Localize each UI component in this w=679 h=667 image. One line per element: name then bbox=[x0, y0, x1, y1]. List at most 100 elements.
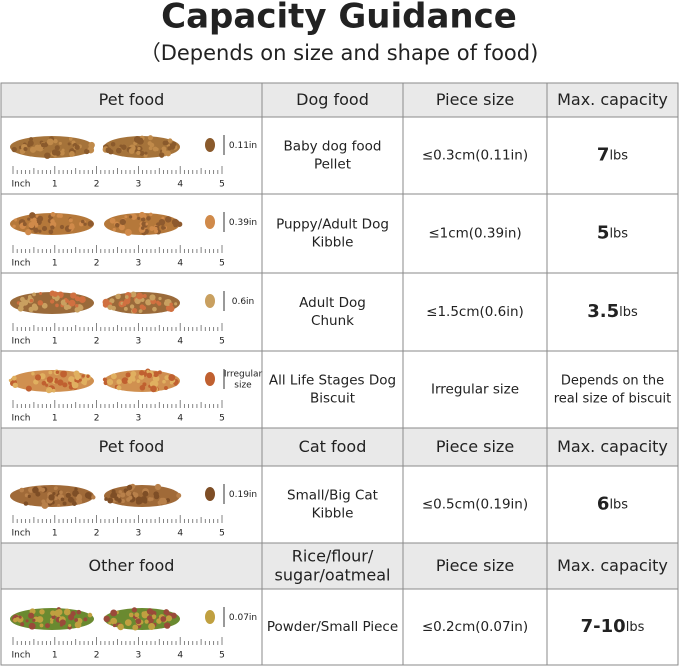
ruler-label: Inch bbox=[11, 414, 30, 424]
food-piece bbox=[50, 211, 56, 217]
food-piece bbox=[50, 219, 55, 224]
size-label-line: Irregular bbox=[224, 369, 263, 379]
food-piece bbox=[168, 374, 176, 381]
food-sample bbox=[205, 215, 215, 229]
size-label: Irregular size bbox=[224, 369, 263, 390]
food-piece bbox=[165, 623, 171, 629]
food-piece bbox=[59, 490, 63, 495]
food-piece bbox=[25, 385, 32, 392]
food-piece bbox=[18, 615, 22, 619]
ruler-label: 3 bbox=[136, 337, 142, 347]
food-piece bbox=[14, 218, 18, 222]
row bbox=[0, 465, 679, 544]
food-name: Adult Dog Chunk bbox=[299, 295, 366, 329]
food-piece bbox=[74, 618, 79, 622]
capacity-unit: lbs bbox=[619, 305, 638, 320]
food-piece bbox=[25, 619, 29, 623]
ruler-label: 1 bbox=[52, 414, 58, 424]
food-piece bbox=[167, 305, 175, 312]
food-piece bbox=[32, 305, 39, 311]
food-piece bbox=[62, 382, 68, 388]
food-piece bbox=[170, 612, 177, 619]
food-piece bbox=[124, 228, 132, 236]
column-header: Piece size bbox=[436, 437, 514, 456]
food-piece bbox=[147, 497, 153, 502]
food-piece bbox=[55, 370, 60, 375]
column-header-line: Dog food bbox=[296, 90, 369, 109]
food-piece bbox=[136, 379, 141, 383]
row bbox=[0, 272, 679, 352]
food-piece bbox=[140, 217, 146, 222]
food-piece bbox=[112, 227, 116, 232]
food-piece bbox=[146, 615, 153, 621]
food-piece bbox=[69, 151, 75, 157]
ruler-label: 5 bbox=[219, 259, 225, 269]
capacity-amount: 7 bbox=[597, 145, 610, 166]
food-piece bbox=[36, 616, 44, 623]
food-name: Small/Big Cat Kibble bbox=[287, 488, 378, 522]
ruler-label: 1 bbox=[52, 180, 58, 190]
row bbox=[0, 588, 679, 666]
food-name: All Life Stages Dog Biscuit bbox=[269, 373, 396, 407]
ruler-label: 3 bbox=[136, 651, 142, 661]
food-piece bbox=[39, 609, 45, 615]
food-piece bbox=[149, 142, 155, 148]
food-name-line: Powder/Small Piece bbox=[267, 619, 398, 635]
ruler-label: 2 bbox=[94, 180, 100, 190]
food-piece bbox=[32, 618, 36, 622]
food-piece bbox=[55, 608, 63, 616]
food-piece bbox=[68, 218, 73, 223]
food-name-line: Small/Big Cat bbox=[287, 488, 378, 504]
food-piece bbox=[41, 502, 49, 509]
food-piece bbox=[41, 226, 48, 232]
food-piece bbox=[79, 305, 84, 310]
food-piece bbox=[171, 141, 177, 147]
capacity-amount: 6 bbox=[597, 494, 610, 515]
food-name: Baby dog food Pellet bbox=[284, 139, 382, 173]
food-piece bbox=[74, 306, 81, 313]
ruler-label: 1 bbox=[52, 259, 58, 269]
food-piece bbox=[39, 291, 43, 295]
food-piece bbox=[41, 499, 46, 504]
food-piece bbox=[37, 215, 44, 222]
food-piece bbox=[78, 296, 86, 304]
food-piece bbox=[162, 226, 166, 230]
food-name-line: Puppy/Adult Dog bbox=[276, 217, 389, 233]
food-piece bbox=[88, 492, 92, 496]
food-piece bbox=[23, 146, 28, 152]
food-piece bbox=[103, 615, 110, 623]
ruler-label: 4 bbox=[177, 180, 183, 190]
food-piece bbox=[142, 294, 147, 298]
food-piece bbox=[151, 614, 157, 620]
food-piece bbox=[70, 292, 77, 299]
food-piece bbox=[144, 222, 149, 226]
food-piece bbox=[23, 501, 29, 506]
food-piece bbox=[46, 376, 54, 383]
capacity-note-line: Depends on the bbox=[561, 373, 664, 388]
food-piece bbox=[71, 498, 75, 502]
food-piece bbox=[27, 494, 31, 499]
food-piece bbox=[155, 147, 159, 152]
size-label: 0.6in bbox=[232, 297, 255, 307]
food-piece bbox=[40, 487, 46, 493]
food-piece bbox=[32, 217, 37, 222]
food-piece bbox=[126, 497, 131, 502]
food-piece bbox=[27, 217, 31, 221]
food-sample bbox=[205, 372, 215, 386]
capacity: 6lbs bbox=[597, 494, 628, 515]
food-piece bbox=[157, 370, 162, 375]
food-piece bbox=[126, 484, 133, 491]
piece-size: ≤0.3cm(0.11in) bbox=[422, 148, 528, 164]
food-piece bbox=[68, 381, 72, 385]
food-piece bbox=[68, 376, 75, 383]
food-piece bbox=[139, 150, 145, 156]
food-piece bbox=[156, 618, 162, 624]
food-piece bbox=[67, 142, 71, 146]
column-header: Cat food bbox=[299, 437, 367, 456]
food-piece bbox=[138, 309, 143, 314]
size-label-line: 0.6in bbox=[232, 297, 255, 307]
header-row bbox=[0, 542, 679, 590]
food-piece bbox=[91, 495, 96, 500]
food-piece bbox=[53, 138, 58, 144]
